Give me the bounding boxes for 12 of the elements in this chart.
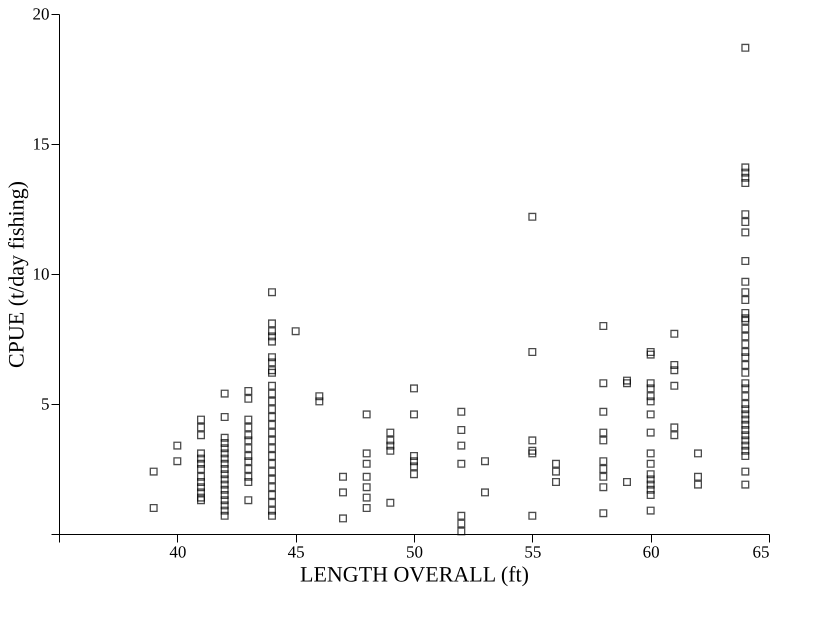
- y-tick-label: 20: [32, 4, 50, 24]
- x-tick-label: 45: [288, 542, 305, 562]
- x-tick-label: 55: [524, 542, 542, 562]
- x-axis-title: LENGTH OVERALL (ft): [300, 562, 529, 586]
- y-tick-label: 5: [41, 394, 50, 414]
- x-tick-label: 40: [169, 542, 186, 562]
- y-axis-title: CPUE (t/day fishing): [4, 181, 28, 368]
- y-tick-label: 10: [32, 264, 50, 284]
- x-tick-label: 50: [406, 542, 423, 562]
- y-tick-label: 15: [32, 134, 50, 154]
- x-tick-label: 65: [752, 542, 770, 562]
- x-tick-label: 60: [642, 542, 660, 562]
